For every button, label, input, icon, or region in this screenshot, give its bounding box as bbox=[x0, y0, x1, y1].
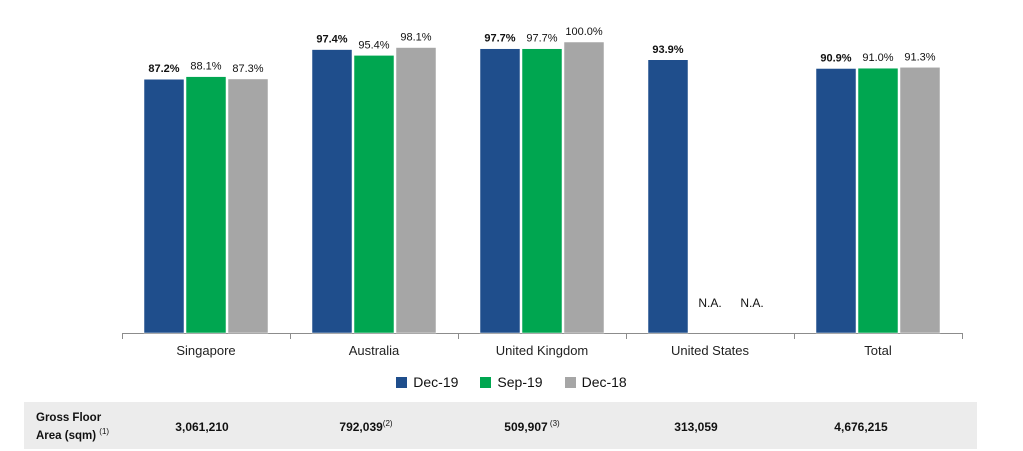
gross-floor-area-row: Gross Floor Area (sqm) (1) 3,061,210 792… bbox=[24, 402, 977, 449]
data-label-sep-19-singapore: 88.1% bbox=[190, 61, 221, 73]
gfa-value-united-states: 313,059 bbox=[674, 420, 718, 434]
bar-dec-18-united-kingdom bbox=[563, 41, 605, 334]
data-label-sep-19-total: 91.0% bbox=[862, 52, 893, 64]
legend-swatch-sep-19 bbox=[480, 376, 492, 388]
legend-item-dec-18: Dec-18 bbox=[564, 374, 627, 390]
gfa-value-total: 4,676,215 bbox=[834, 420, 888, 434]
data-label-dec-18-australia: 98.1% bbox=[400, 32, 431, 44]
bar-dec-18-australia bbox=[395, 47, 437, 334]
legend: Dec-19 Sep-19 Dec-18 bbox=[0, 371, 1023, 393]
legend-label-dec-19: Dec-19 bbox=[413, 374, 459, 390]
bar-sep-19-total bbox=[857, 67, 899, 334]
bar-dec-19-australia bbox=[311, 49, 353, 334]
bar-dec-19-total bbox=[815, 68, 857, 334]
legend-item-dec-19: Dec-19 bbox=[396, 374, 458, 390]
bar-sep-19-australia bbox=[353, 55, 395, 334]
bar-sep-19-singapore bbox=[185, 76, 227, 334]
data-label-dec-19-united-kingdom: 97.7% bbox=[484, 33, 515, 45]
data-label-dec-19-united-states: 93.9% bbox=[652, 44, 683, 56]
data-label-dec-18-total: 91.3% bbox=[904, 51, 935, 63]
legend-swatch-dec-18 bbox=[564, 376, 576, 388]
data-label-dec-19-australia: 97.4% bbox=[316, 34, 347, 46]
na-label-dec-18-united-states: N.A. bbox=[740, 296, 763, 310]
data-label-dec-19-singapore: 87.2% bbox=[148, 63, 179, 75]
bar-dec-19-united-kingdom bbox=[479, 48, 521, 334]
gfa-value-singapore: 3,061,210 bbox=[175, 420, 229, 434]
category-label-united-states: United States bbox=[671, 343, 750, 358]
bar-sep-19-united-kingdom bbox=[521, 48, 563, 334]
na-label-sep-19-united-states: N.A. bbox=[698, 296, 721, 310]
category-label-total: Total bbox=[864, 343, 892, 358]
category-label-united-kingdom: United Kingdom bbox=[496, 343, 589, 358]
gfa-value-australia: 792,039(2) bbox=[339, 419, 393, 434]
category-label-australia: Australia bbox=[349, 343, 400, 358]
gfa-value-united-kingdom: 509,907 (3) bbox=[504, 419, 560, 434]
chart-svg: 87.2% 88.1% 87.3% Singapore 97.4% 95.4% 98.1% A… bbox=[122, 26, 963, 358]
data-label-dec-18-united-kingdom: 100.0% bbox=[565, 26, 603, 38]
legend-item-sep-19: Sep-19 bbox=[480, 374, 543, 390]
legend-label-dec-18: Dec-18 bbox=[581, 374, 627, 390]
bar-dec-19-united-states bbox=[647, 59, 689, 334]
gfa-label-line1: Gross Floor bbox=[36, 412, 102, 424]
gfa-label-note: (1) bbox=[99, 427, 110, 436]
gfa-label-line2: Area (sqm) bbox=[36, 429, 97, 442]
legend-swatch-dec-19 bbox=[396, 376, 408, 388]
gross-floor-area-label: Gross Floor Area (sqm) (1) bbox=[36, 411, 109, 443]
data-label-dec-19-total: 90.9% bbox=[820, 52, 851, 64]
bar-dec-18-total bbox=[899, 67, 941, 334]
data-label-dec-18-singapore: 87.3% bbox=[232, 63, 263, 75]
data-label-sep-19-united-kingdom: 97.7% bbox=[526, 33, 557, 45]
bar-dec-18-singapore bbox=[227, 78, 269, 334]
bar-dec-19-singapore bbox=[143, 78, 185, 334]
category-label-singapore: Singapore bbox=[176, 343, 235, 358]
data-label-sep-19-australia: 95.4% bbox=[358, 39, 389, 51]
legend-label-sep-19: Sep-19 bbox=[497, 374, 543, 390]
